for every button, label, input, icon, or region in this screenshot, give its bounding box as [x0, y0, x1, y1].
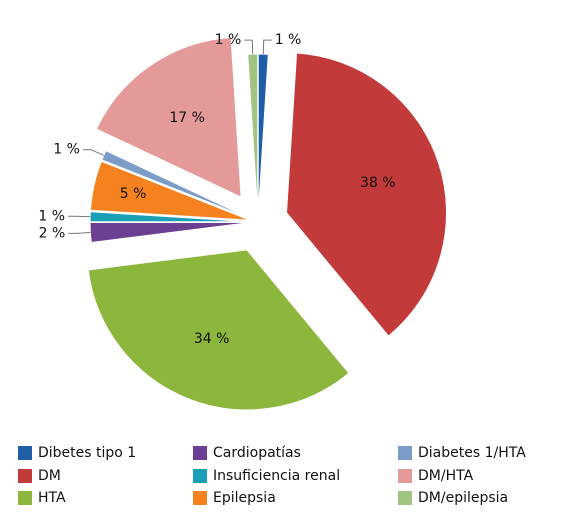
legend-swatch: [398, 446, 412, 460]
legend-swatch: [18, 491, 32, 505]
legend-swatch: [398, 469, 412, 483]
legend-swatch: [193, 469, 207, 483]
pie-slice: [89, 222, 251, 244]
legend-label: Insuficiencia renal: [213, 468, 340, 484]
pie-slice: [95, 36, 242, 199]
legend-swatch: [193, 491, 207, 505]
data-label: 1 %: [215, 32, 242, 48]
legend-label: DM: [38, 468, 61, 484]
pie-slice: [257, 53, 269, 215]
legend-swatch: [18, 446, 32, 460]
data-label: 1 %: [53, 142, 80, 158]
legend-label: Epilepsia: [213, 490, 276, 506]
legend-label: Dibetes tipo 1: [38, 445, 136, 461]
legend-label: DM/epilepsia: [418, 490, 508, 506]
pie-slice: [87, 249, 350, 411]
leader-line: [262, 39, 272, 55]
leader-line: [68, 232, 91, 234]
pie-slice: [89, 160, 251, 221]
pie-slice: [247, 53, 259, 215]
legend-swatch: [18, 469, 32, 483]
legend-label: HTA: [38, 490, 66, 506]
data-label: 2 %: [39, 225, 66, 241]
data-label: 1 %: [38, 208, 65, 224]
legend-label: Diabetes 1/HTA: [418, 445, 526, 461]
legend-label: Cardiopatías: [213, 445, 301, 461]
data-label: 5 %: [120, 186, 147, 202]
data-label: 1 %: [275, 32, 302, 48]
pie-slice: [286, 52, 447, 337]
pie-slice: [101, 150, 251, 220]
legend-swatch: [193, 446, 207, 460]
data-label: 17 %: [169, 110, 205, 126]
legend-label: DM/HTA: [418, 468, 474, 484]
leader-line: [82, 149, 105, 156]
data-label: 34 %: [194, 331, 230, 347]
data-label: 38 %: [360, 175, 396, 191]
legend-swatch: [398, 491, 412, 505]
leader-line: [244, 39, 254, 55]
